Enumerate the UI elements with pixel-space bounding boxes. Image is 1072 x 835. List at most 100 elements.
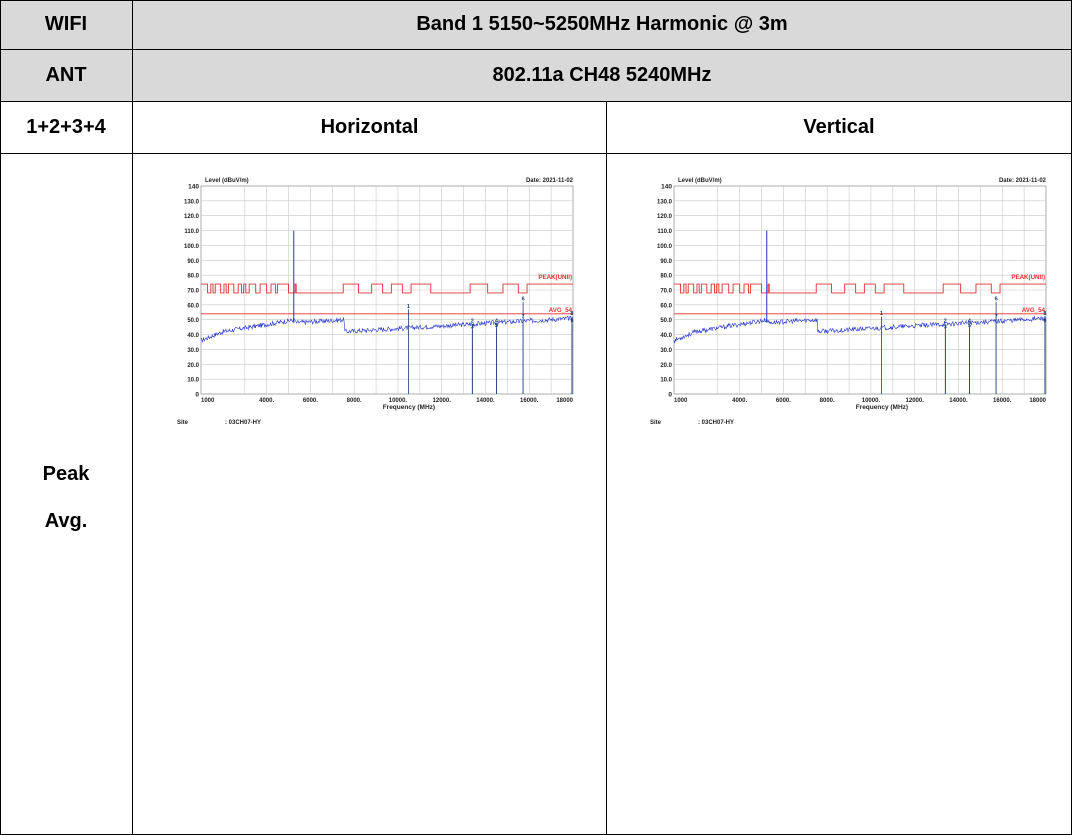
y-tick-label: 80.0 xyxy=(660,274,672,280)
y-tick-label: 10.0 xyxy=(187,378,199,384)
horizontal-header: Horizontal xyxy=(320,116,419,138)
y-tick-label: 20.0 xyxy=(187,363,199,369)
marker-label: 1 xyxy=(880,311,883,317)
y-tick-label: 50.0 xyxy=(660,318,672,324)
y-tick-label: 30.0 xyxy=(660,348,672,354)
marker-label: 7 xyxy=(995,314,998,320)
marker-label: 5 xyxy=(495,323,498,329)
x-tick-label: 18000 xyxy=(556,398,573,404)
y-tick-label: 70.0 xyxy=(660,289,672,295)
x-tick-label: 14000. xyxy=(949,398,968,404)
avg-limit-label: AVG_54 xyxy=(1022,307,1046,314)
avg-limit-label: AVG_54 xyxy=(549,307,573,314)
band-title: Band 1 5150~5250MHz Harmonic @ 3m xyxy=(416,13,788,35)
antenna-combo-label: 1+2+3+4 xyxy=(26,116,106,138)
y-tick-label: 110.0 xyxy=(184,229,199,235)
y-tick-label: 50.0 xyxy=(187,318,199,324)
ant-label-cell: ANT xyxy=(0,50,133,102)
x-tick-label: 14000. xyxy=(476,398,495,404)
avg-label: Avg. xyxy=(44,510,88,532)
x-tick-label: 1000 xyxy=(674,398,688,404)
y-tick-label: 120.0 xyxy=(657,214,673,220)
y-axis-title: Level (dBuV/m) xyxy=(205,178,249,184)
marker-label: 6 xyxy=(522,296,525,302)
x-tick-label: 1000 xyxy=(201,398,215,404)
y-tick-label: 20.0 xyxy=(660,363,672,369)
peak-limit-label: PEAK(UNII) xyxy=(538,274,572,281)
x-tick-label: 12000. xyxy=(906,398,925,404)
band-cell: Band 1 5150~5250MHz Harmonic @ 3m xyxy=(133,0,1072,50)
spectrum-trace xyxy=(200,315,573,344)
y-tick-label: 40.0 xyxy=(187,333,199,339)
x-tick-label: 4000. xyxy=(259,398,274,404)
y-tick-label: 130.0 xyxy=(657,199,673,205)
y-tick-label: 60.0 xyxy=(660,303,672,309)
horizontal-plot-cell: 0 10.0 20.0 30.0 40.0 50.0 60.0 70.0 80.0 90.0 100… xyxy=(133,154,607,835)
x-tick-label: 16000. xyxy=(520,398,539,404)
y-tick-label: 130.0 xyxy=(184,199,200,205)
x-tick-label: 16000. xyxy=(993,398,1012,404)
y-tick-label: 140 xyxy=(188,184,199,191)
marker-label: 4 xyxy=(968,319,972,325)
ant-label: ANT xyxy=(45,64,87,86)
y-tick-label: 140 xyxy=(661,184,672,191)
marker-label: 3 xyxy=(944,325,947,331)
marker-label: 5 xyxy=(968,323,971,329)
horizontal-spectrum-chart: 0 10.0 20.0 30.0 40.0 50.0 60.0 70.0 80.0 90.0 100… xyxy=(177,178,574,434)
y-tick-label: 30.0 xyxy=(187,348,199,354)
site-label: Site xyxy=(177,420,189,426)
marker-label: 7 xyxy=(522,314,525,320)
marker-label: 8 xyxy=(1043,311,1046,317)
vertical-plot-cell: 0 10.0 20.0 30.0 40.0 50.0 60.0 70.0 80.0 90.0 100… xyxy=(607,154,1072,835)
y-tick-label: 70.0 xyxy=(187,289,199,295)
x-tick-label: 6000. xyxy=(303,398,318,404)
site-value: : 03CH07-HY xyxy=(698,420,734,426)
y-axis-title: Level (dBuV/m) xyxy=(678,178,722,184)
marker-label: 9 xyxy=(1043,319,1046,325)
channel-cell: 802.11a CH48 5240MHz xyxy=(133,50,1072,102)
y-tick-label: 80.0 xyxy=(187,274,199,280)
y-tick-label: 90.0 xyxy=(187,259,199,265)
x-axis-title: Frequency (MHz) xyxy=(383,404,435,411)
site-value: : 03CH07-HY xyxy=(225,420,261,426)
peak-limit-label: PEAK(UNII) xyxy=(1011,274,1045,281)
vertical-spectrum-chart: 0 10.0 20.0 30.0 40.0 50.0 60.0 70.0 80.0 90.0 100… xyxy=(650,178,1047,434)
mode-cell: Peak Avg. xyxy=(0,154,133,835)
peak-limit-line xyxy=(674,283,1046,294)
marker-label: 4 xyxy=(495,319,499,325)
x-tick-label: 4000. xyxy=(732,398,747,404)
horizontal-header-cell: Horizontal xyxy=(133,102,607,154)
marker-label: 3 xyxy=(471,325,474,331)
vertical-header-cell: Vertical xyxy=(607,102,1072,154)
marker-label: 9 xyxy=(570,319,573,325)
x-tick-label: 10000. xyxy=(389,398,408,404)
y-tick-label: 60.0 xyxy=(187,303,199,309)
vertical-header: Vertical xyxy=(803,116,875,138)
chart-date: Date: 2021-11-02 xyxy=(526,178,574,184)
x-tick-label: 12000. xyxy=(433,398,452,404)
y-tick-label: 100.0 xyxy=(657,244,673,250)
x-axis-title: Frequency (MHz) xyxy=(856,404,908,411)
antenna-combo-cell: 1+2+3+4 xyxy=(0,102,133,154)
y-tick-label: 100.0 xyxy=(184,244,200,250)
channel-title: 802.11a CH48 5240MHz xyxy=(492,64,712,86)
y-tick-label: 120.0 xyxy=(184,214,200,220)
marker-label: 1 xyxy=(407,304,410,310)
y-tick-label: 90.0 xyxy=(660,259,672,265)
wifi-label: WIFI xyxy=(44,13,88,35)
y-tick-label: 110.0 xyxy=(657,229,672,235)
spectrum-trace xyxy=(673,315,1046,344)
marker-label: 8 xyxy=(570,311,573,317)
peak-label: Peak xyxy=(42,463,90,485)
y-tick-label: 0 xyxy=(668,392,672,399)
horizontal-plot: 0 10.0 20.0 30.0 40.0 50.0 60.0 70.0 80.0 90.0 100… xyxy=(169,168,579,434)
peak-limit-line xyxy=(201,283,573,294)
y-tick-label: 40.0 xyxy=(660,333,672,339)
marker-label: 2 xyxy=(471,319,474,325)
marker-label: 6 xyxy=(995,296,998,302)
x-tick-label: 8000. xyxy=(347,398,362,404)
site-label: Site xyxy=(650,420,662,426)
x-tick-label: 18000 xyxy=(1029,398,1046,404)
x-tick-label: 6000. xyxy=(776,398,791,404)
